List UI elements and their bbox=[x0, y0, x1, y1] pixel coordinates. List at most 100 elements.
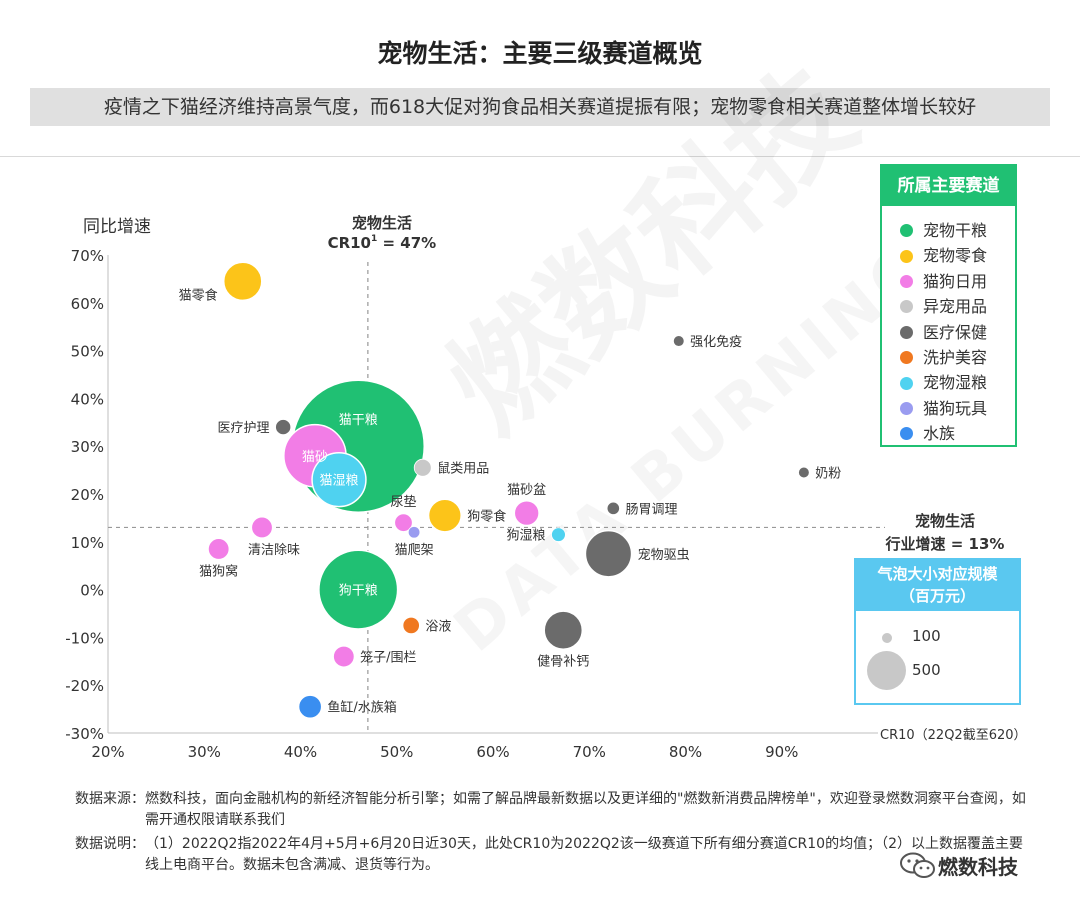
bubble bbox=[311, 451, 367, 508]
note-explanation-text: （1）2022Q2指2022年4月+5月+6月20日近30天，此处CR10为20… bbox=[145, 836, 1023, 873]
size-legend-small-label: 100 bbox=[912, 627, 941, 645]
bubble bbox=[798, 466, 810, 479]
bubble-label: 笼子/围栏 bbox=[360, 650, 416, 666]
legend-label: 猫狗日用 bbox=[923, 271, 988, 291]
bubble-label: 鼠类用品 bbox=[437, 462, 489, 477]
legend-swatch bbox=[900, 427, 913, 441]
x-tick-label: 20% bbox=[91, 743, 124, 761]
size-legend-large-circle bbox=[867, 651, 907, 691]
legend-swatch bbox=[900, 249, 913, 263]
bubble-label: 狗零食 bbox=[467, 509, 506, 525]
size-legend-small-circle bbox=[882, 633, 893, 644]
bubble-label: 尿垫 bbox=[390, 494, 416, 510]
note-explanation: 数据说明： （1）2022Q2指2022年4月+5月+6月20日近30天，此处C… bbox=[75, 834, 1035, 876]
y-tick-label: -30% bbox=[65, 725, 104, 743]
legend-item: 异宠用品 bbox=[900, 294, 1015, 319]
legend-item: 洗护美容 bbox=[900, 345, 1015, 370]
bubble-label: 猫狗窝 bbox=[199, 563, 238, 579]
bubble bbox=[584, 529, 633, 578]
y-tick-label: 50% bbox=[71, 343, 104, 361]
bubble-label: 强化免疫 bbox=[690, 334, 742, 350]
x-axis-title: CR10（22Q2截至620） bbox=[880, 728, 1027, 743]
legend-item: 猫狗玩具 bbox=[900, 396, 1015, 421]
page-title: 宠物生活：主要三级赛道概览 bbox=[377, 39, 703, 68]
x-tick-label: 90% bbox=[765, 743, 798, 761]
bubble bbox=[298, 695, 322, 719]
bubble bbox=[427, 498, 462, 533]
bubble-label: 猫湿粮 bbox=[319, 474, 358, 489]
note-source: 数据来源： 燃数科技，面向金融机构的新经济智能分析引擎；如需了解品牌最新数据以及… bbox=[75, 789, 1035, 831]
x-tick-label: 60% bbox=[476, 743, 509, 761]
cr10-reference-label: 宠物生活 bbox=[352, 214, 412, 232]
bubble bbox=[543, 610, 584, 651]
bubble-label: 鱼缸/水族箱 bbox=[327, 700, 396, 716]
footnotes: 数据来源： 燃数科技，面向金融机构的新经济智能分析引擎；如需了解品牌最新数据以及… bbox=[75, 789, 1035, 879]
bubble bbox=[413, 458, 432, 477]
category-legend-list: 宠物干粮宠物零食猫狗日用异宠用品医疗保健洗护美容宠物湿粮猫狗玩具水族 bbox=[882, 206, 1015, 447]
brand-mark: 燃数科技 bbox=[898, 850, 1018, 880]
bubble-label: 猫零食 bbox=[179, 287, 218, 303]
divider bbox=[0, 156, 1080, 157]
bubble-label: 狗湿粮 bbox=[506, 529, 545, 544]
bubble-label: 医疗护理 bbox=[218, 421, 270, 436]
size-legend-title-line2: （百万元） bbox=[899, 587, 975, 605]
legend-item: 医疗保健 bbox=[900, 320, 1015, 345]
bubble bbox=[222, 261, 263, 302]
x-tick-label: 80% bbox=[669, 743, 702, 761]
x-tick-label: 40% bbox=[284, 743, 317, 761]
legend-label: 宠物干粮 bbox=[923, 221, 988, 240]
legend-label: 医疗保健 bbox=[923, 322, 988, 342]
category-legend: 所属主要赛道 宠物干粮宠物零食猫狗日用异宠用品医疗保健洗护美容宠物湿粮猫狗玩具水… bbox=[880, 164, 1017, 447]
y-tick-label: 60% bbox=[71, 295, 104, 313]
note-explanation-label: 数据说明： bbox=[75, 836, 145, 852]
bubble bbox=[333, 645, 355, 668]
size-legend-title-line1: 气泡大小对应规模 bbox=[877, 565, 998, 583]
y-axis-title: 同比增速 bbox=[83, 217, 151, 237]
note-source-label: 数据来源： bbox=[75, 791, 145, 807]
y-tick-label: 30% bbox=[71, 438, 104, 456]
bubble-label: 奶粉 bbox=[815, 466, 841, 481]
legend-swatch bbox=[900, 274, 913, 288]
legend-swatch bbox=[900, 300, 913, 314]
y-tick-label: 70% bbox=[71, 247, 104, 265]
bubble bbox=[672, 335, 685, 347]
y-tick-label: 40% bbox=[71, 390, 104, 408]
legend-swatch bbox=[900, 376, 913, 390]
legend-label: 洗护美容 bbox=[923, 347, 988, 367]
legend-label: 宠物湿粮 bbox=[923, 373, 988, 393]
legend-item: 宠物零食 bbox=[900, 243, 1015, 268]
bubble-label: 健骨补钙 bbox=[537, 654, 589, 669]
wechat-icon bbox=[900, 852, 935, 878]
legend-item: 宠物湿粮 bbox=[900, 370, 1015, 395]
bubble-label: 浴液 bbox=[425, 619, 451, 634]
bubble-label: 宠物驱虫 bbox=[638, 547, 690, 563]
legend-label: 宠物零食 bbox=[923, 246, 988, 266]
note-source-text: 燃数科技，面向金融机构的新经济智能分析引擎；如需了解品牌最新数据以及更详细的"燃… bbox=[145, 791, 1026, 828]
bubble-label: 猫干粮 bbox=[339, 413, 378, 428]
x-tick-label: 70% bbox=[573, 743, 606, 761]
bubble bbox=[275, 419, 292, 436]
bubble bbox=[514, 500, 540, 526]
bubble bbox=[318, 549, 399, 630]
growth-reference-value: 行业增速 = 13% bbox=[885, 535, 1005, 553]
size-legend: 气泡大小对应规模 （百万元） 100 500 bbox=[854, 558, 1021, 705]
bubble bbox=[407, 526, 421, 539]
bubble-label: 猫爬架 bbox=[395, 543, 434, 558]
legend-label: 水族 bbox=[923, 424, 956, 444]
legend-label: 猫狗玩具 bbox=[923, 398, 988, 418]
category-legend-title: 所属主要赛道 bbox=[882, 166, 1015, 206]
size-legend-large-label: 500 bbox=[912, 661, 941, 679]
legend-label: 异宠用品 bbox=[923, 297, 988, 317]
y-tick-label: -10% bbox=[65, 629, 104, 647]
bubble-label: 猫砂盆 bbox=[507, 483, 546, 498]
page-subtitle: 疫情之下猫经济维持高景气度，而618大促对狗食品相关赛道提振有限；宠物零食相关赛… bbox=[30, 88, 1050, 126]
bubble bbox=[606, 501, 620, 515]
growth-reference-label: 宠物生活 bbox=[915, 512, 975, 530]
y-tick-label: -20% bbox=[65, 677, 104, 695]
legend-item: 水族 bbox=[900, 421, 1015, 446]
bubble bbox=[207, 538, 230, 560]
bubble bbox=[251, 516, 273, 539]
legend-swatch bbox=[900, 401, 913, 415]
x-tick-label: 30% bbox=[188, 743, 221, 761]
bubble-label: 肠胃调理 bbox=[626, 502, 678, 517]
